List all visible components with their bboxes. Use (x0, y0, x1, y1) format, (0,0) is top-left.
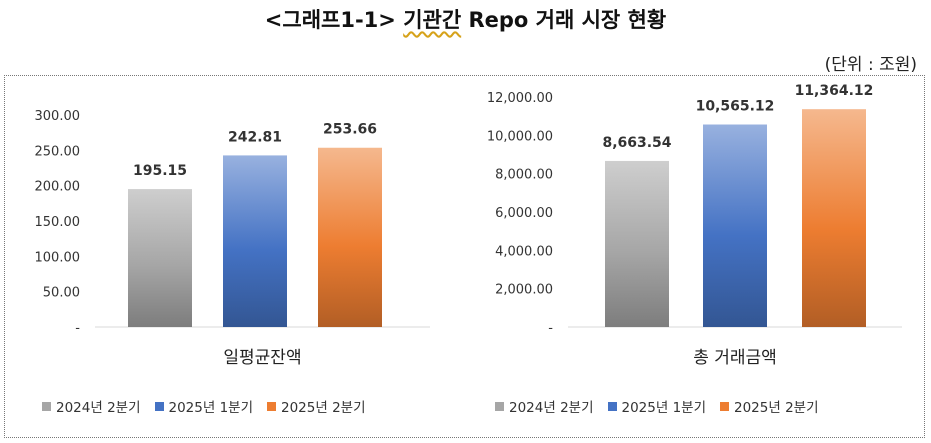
title-suffix: Repo 거래 시장 현황 (461, 8, 667, 32)
bar (802, 109, 866, 327)
legend-label: 2025년 1분기 (621, 400, 707, 416)
y-tick-label: 100.00 (35, 250, 81, 265)
legend-item: 2025년 2분기 (267, 396, 366, 416)
y-tick-label: 6,000.00 (495, 206, 553, 221)
y-tick-label: - (75, 321, 80, 336)
legend-item: 2024년 2분기 (495, 396, 594, 416)
y-tick-label: 200.00 (35, 180, 81, 195)
data-label: 195.15 (133, 163, 187, 179)
legend-item: 2024년 2분기 (42, 396, 141, 416)
legend-label: 2025년 2분기 (734, 400, 819, 416)
chart-frame (4, 75, 925, 438)
data-label: 8,663.54 (602, 135, 671, 151)
y-tick-label: 10,000.00 (487, 129, 553, 144)
legend-swatch (42, 401, 51, 411)
title-wavy-word: 기관간 (403, 8, 462, 32)
y-tick-label: 4,000.00 (495, 244, 553, 259)
legend-swatch (267, 401, 276, 411)
legend-item: 2025년 1분기 (607, 396, 707, 416)
legend-swatch (607, 401, 617, 411)
data-label: 242.81 (228, 129, 282, 145)
bar (318, 147, 382, 327)
legend-label: 2025년 2분기 (281, 400, 366, 416)
y-tick-label: 250.00 (35, 144, 81, 159)
x-category-label: 일평균잔액 (223, 348, 301, 368)
bar (128, 189, 192, 327)
y-tick-label: 8,000.00 (495, 168, 553, 183)
y-tick-label: 150.00 (35, 215, 81, 230)
x-category-label: 총 거래금액 (693, 348, 777, 368)
data-label: 11,364.12 (795, 83, 874, 99)
legend-right: 2024년 2분기 2025년 1분기 2025년 2분기 (495, 396, 819, 416)
bar (223, 155, 287, 327)
y-tick-label: 12,000.00 (487, 91, 553, 106)
legend-swatch (495, 401, 504, 411)
legend-swatch (154, 401, 164, 411)
legend-swatch (720, 401, 729, 411)
chart-title: <그래프1-1> 기관간 Repo 거래 시장 현황 (0, 4, 931, 34)
legend-item: 2025년 2분기 (720, 396, 819, 416)
bar (703, 124, 767, 328)
y-tick-label: 50.00 (43, 286, 80, 301)
legend-label: 2024년 2분기 (56, 400, 141, 416)
y-tick-label: - (548, 321, 553, 336)
y-tick-label: 2,000.00 (495, 283, 553, 298)
legend-left: 2024년 2분기 2025년 1분기 2025년 2분기 (42, 396, 366, 416)
legend-item: 2025년 1분기 (154, 396, 254, 416)
data-label: 10,565.12 (696, 99, 775, 115)
bar (605, 160, 669, 327)
data-label: 253.66 (323, 122, 377, 138)
legend-label: 2024년 2분기 (509, 400, 594, 416)
title-prefix: <그래프1-1> (264, 8, 404, 32)
legend-label: 2025년 1분기 (168, 400, 254, 416)
unit-label: (단위 : 조원) (824, 55, 917, 75)
y-tick-label: 300.00 (35, 109, 81, 124)
